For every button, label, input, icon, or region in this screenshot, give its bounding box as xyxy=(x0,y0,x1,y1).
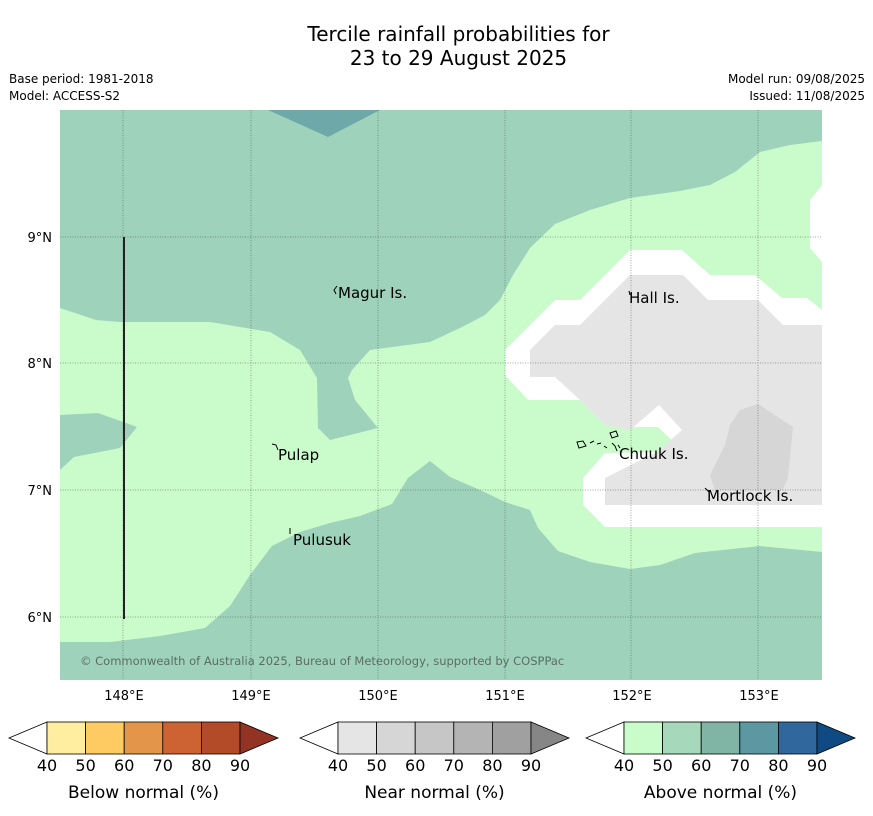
place-label-chuuk: Chuuk Is. xyxy=(619,445,688,463)
lat-label-6n: 6°N xyxy=(28,611,53,626)
legend-band xyxy=(123,721,164,755)
legend-band xyxy=(85,721,125,755)
tercile-map: 9°N 8°N 7°N 6°N 148°E 149°E 150°E 151°E … xyxy=(28,110,822,700)
place-label-pulap: Pulap xyxy=(278,446,319,464)
legend-above-normal: 40 50 60 70 80 90 Above normal (%) xyxy=(584,721,857,803)
base-period: Base period: 1981-2018 xyxy=(9,72,154,86)
lat-axis-labels: 9°N 8°N 7°N 6°N xyxy=(28,231,53,626)
issued-date: Issued: 11/08/2025 xyxy=(749,89,865,103)
above-normal-70-region xyxy=(268,110,380,137)
legend-title: Above normal (%) xyxy=(644,783,797,803)
legend-tick-label: 90 xyxy=(807,756,827,775)
meta-left: Base period: 1981-2018 Model: ACCESS-S2 xyxy=(9,71,154,105)
legend-band xyxy=(414,721,455,755)
legend-band xyxy=(491,721,532,755)
legend-tick-label: 80 xyxy=(191,756,211,775)
lon-label-149e: 149°E xyxy=(231,689,271,700)
lon-label-151e: 151°E xyxy=(485,689,525,700)
gridlines xyxy=(60,110,822,680)
place-label-magur: Magur Is. xyxy=(338,284,407,302)
title-line-1: Tercile rainfall probabilities for xyxy=(307,22,610,46)
model-name: Model: ACCESS-S2 xyxy=(9,89,121,103)
legend-band xyxy=(162,721,202,755)
legend-tick-label: 70 xyxy=(153,756,173,775)
place-label-mortlock: Mortlock Is. xyxy=(707,487,793,505)
lat-label-8n: 8°N xyxy=(28,357,53,372)
legend-tick-label: 80 xyxy=(768,756,788,775)
copyright-notice: © Commonwealth of Australia 2025, Bureau… xyxy=(80,654,564,668)
map-fill-layers xyxy=(60,110,822,680)
title-line-2: 23 to 29 August 2025 xyxy=(349,46,568,70)
legend-band xyxy=(662,721,702,755)
island-outlines xyxy=(271,285,710,534)
legend-band xyxy=(200,721,241,755)
legend-arrow-high xyxy=(239,721,280,755)
legend-band xyxy=(453,721,493,755)
lon-label-148e: 148°E xyxy=(104,689,144,700)
legend-band xyxy=(700,721,741,755)
legend-arrow-low xyxy=(298,721,339,755)
lat-label-7n: 7°N xyxy=(28,484,53,499)
legend-title: Below normal (%) xyxy=(68,783,219,803)
legend-title: Near normal (%) xyxy=(364,783,504,803)
legend-tick-label: 50 xyxy=(75,756,95,775)
legend-arrow-low xyxy=(584,721,625,755)
legend-band xyxy=(46,721,86,755)
place-labels: Magur Is. Hall Is. Pulap Chuuk Is. Mortl… xyxy=(278,284,793,549)
legend-tick-label: 90 xyxy=(521,756,541,775)
legend-tick-label: 60 xyxy=(691,756,711,775)
legend-tick-label: 40 xyxy=(37,756,57,775)
legend-tick-label: 50 xyxy=(652,756,672,775)
legend-arrow-high xyxy=(816,721,857,755)
legend-tick-label: 50 xyxy=(366,756,386,775)
legend-band xyxy=(376,721,416,755)
legend-tick-label: 70 xyxy=(444,756,464,775)
legend-tick-label: 90 xyxy=(230,756,250,775)
place-label-pulusuk: Pulusuk xyxy=(293,531,351,549)
lon-label-153e: 153°E xyxy=(739,689,779,700)
legend-tick-label: 60 xyxy=(114,756,134,775)
legend-tick-label: 70 xyxy=(730,756,750,775)
lon-axis-labels: 148°E 149°E 150°E 151°E 152°E 153°E xyxy=(104,689,779,700)
legend-band xyxy=(623,721,663,755)
lat-label-9n: 9°N xyxy=(28,231,53,246)
lon-label-152e: 152°E xyxy=(612,689,652,700)
meta-right: Model run: 09/08/2025 Issued: 11/08/2025 xyxy=(728,71,865,105)
place-label-hall: Hall Is. xyxy=(629,289,680,307)
near-normal-50-region xyxy=(710,404,793,490)
legend-arrow-high xyxy=(530,721,571,755)
legend-arrow-low xyxy=(7,721,48,755)
model-run: Model run: 09/08/2025 xyxy=(727,72,865,86)
legend-near-normal: 40 50 60 70 80 90 Near normal (%) xyxy=(298,721,571,803)
legend-tick-label: 40 xyxy=(328,756,348,775)
legend-band xyxy=(739,721,779,755)
legend-tick-label: 40 xyxy=(614,756,634,775)
legend-tick-label: 60 xyxy=(405,756,425,775)
legend-below-normal: 40 50 60 70 80 90 Below normal (%) xyxy=(7,721,280,803)
lon-label-150e: 150°E xyxy=(358,689,398,700)
legend-band xyxy=(778,721,818,755)
map-title: Tercile rainfall probabilities for 23 to… xyxy=(0,22,873,70)
legend-band xyxy=(337,721,377,755)
legend-tick-label: 80 xyxy=(482,756,502,775)
